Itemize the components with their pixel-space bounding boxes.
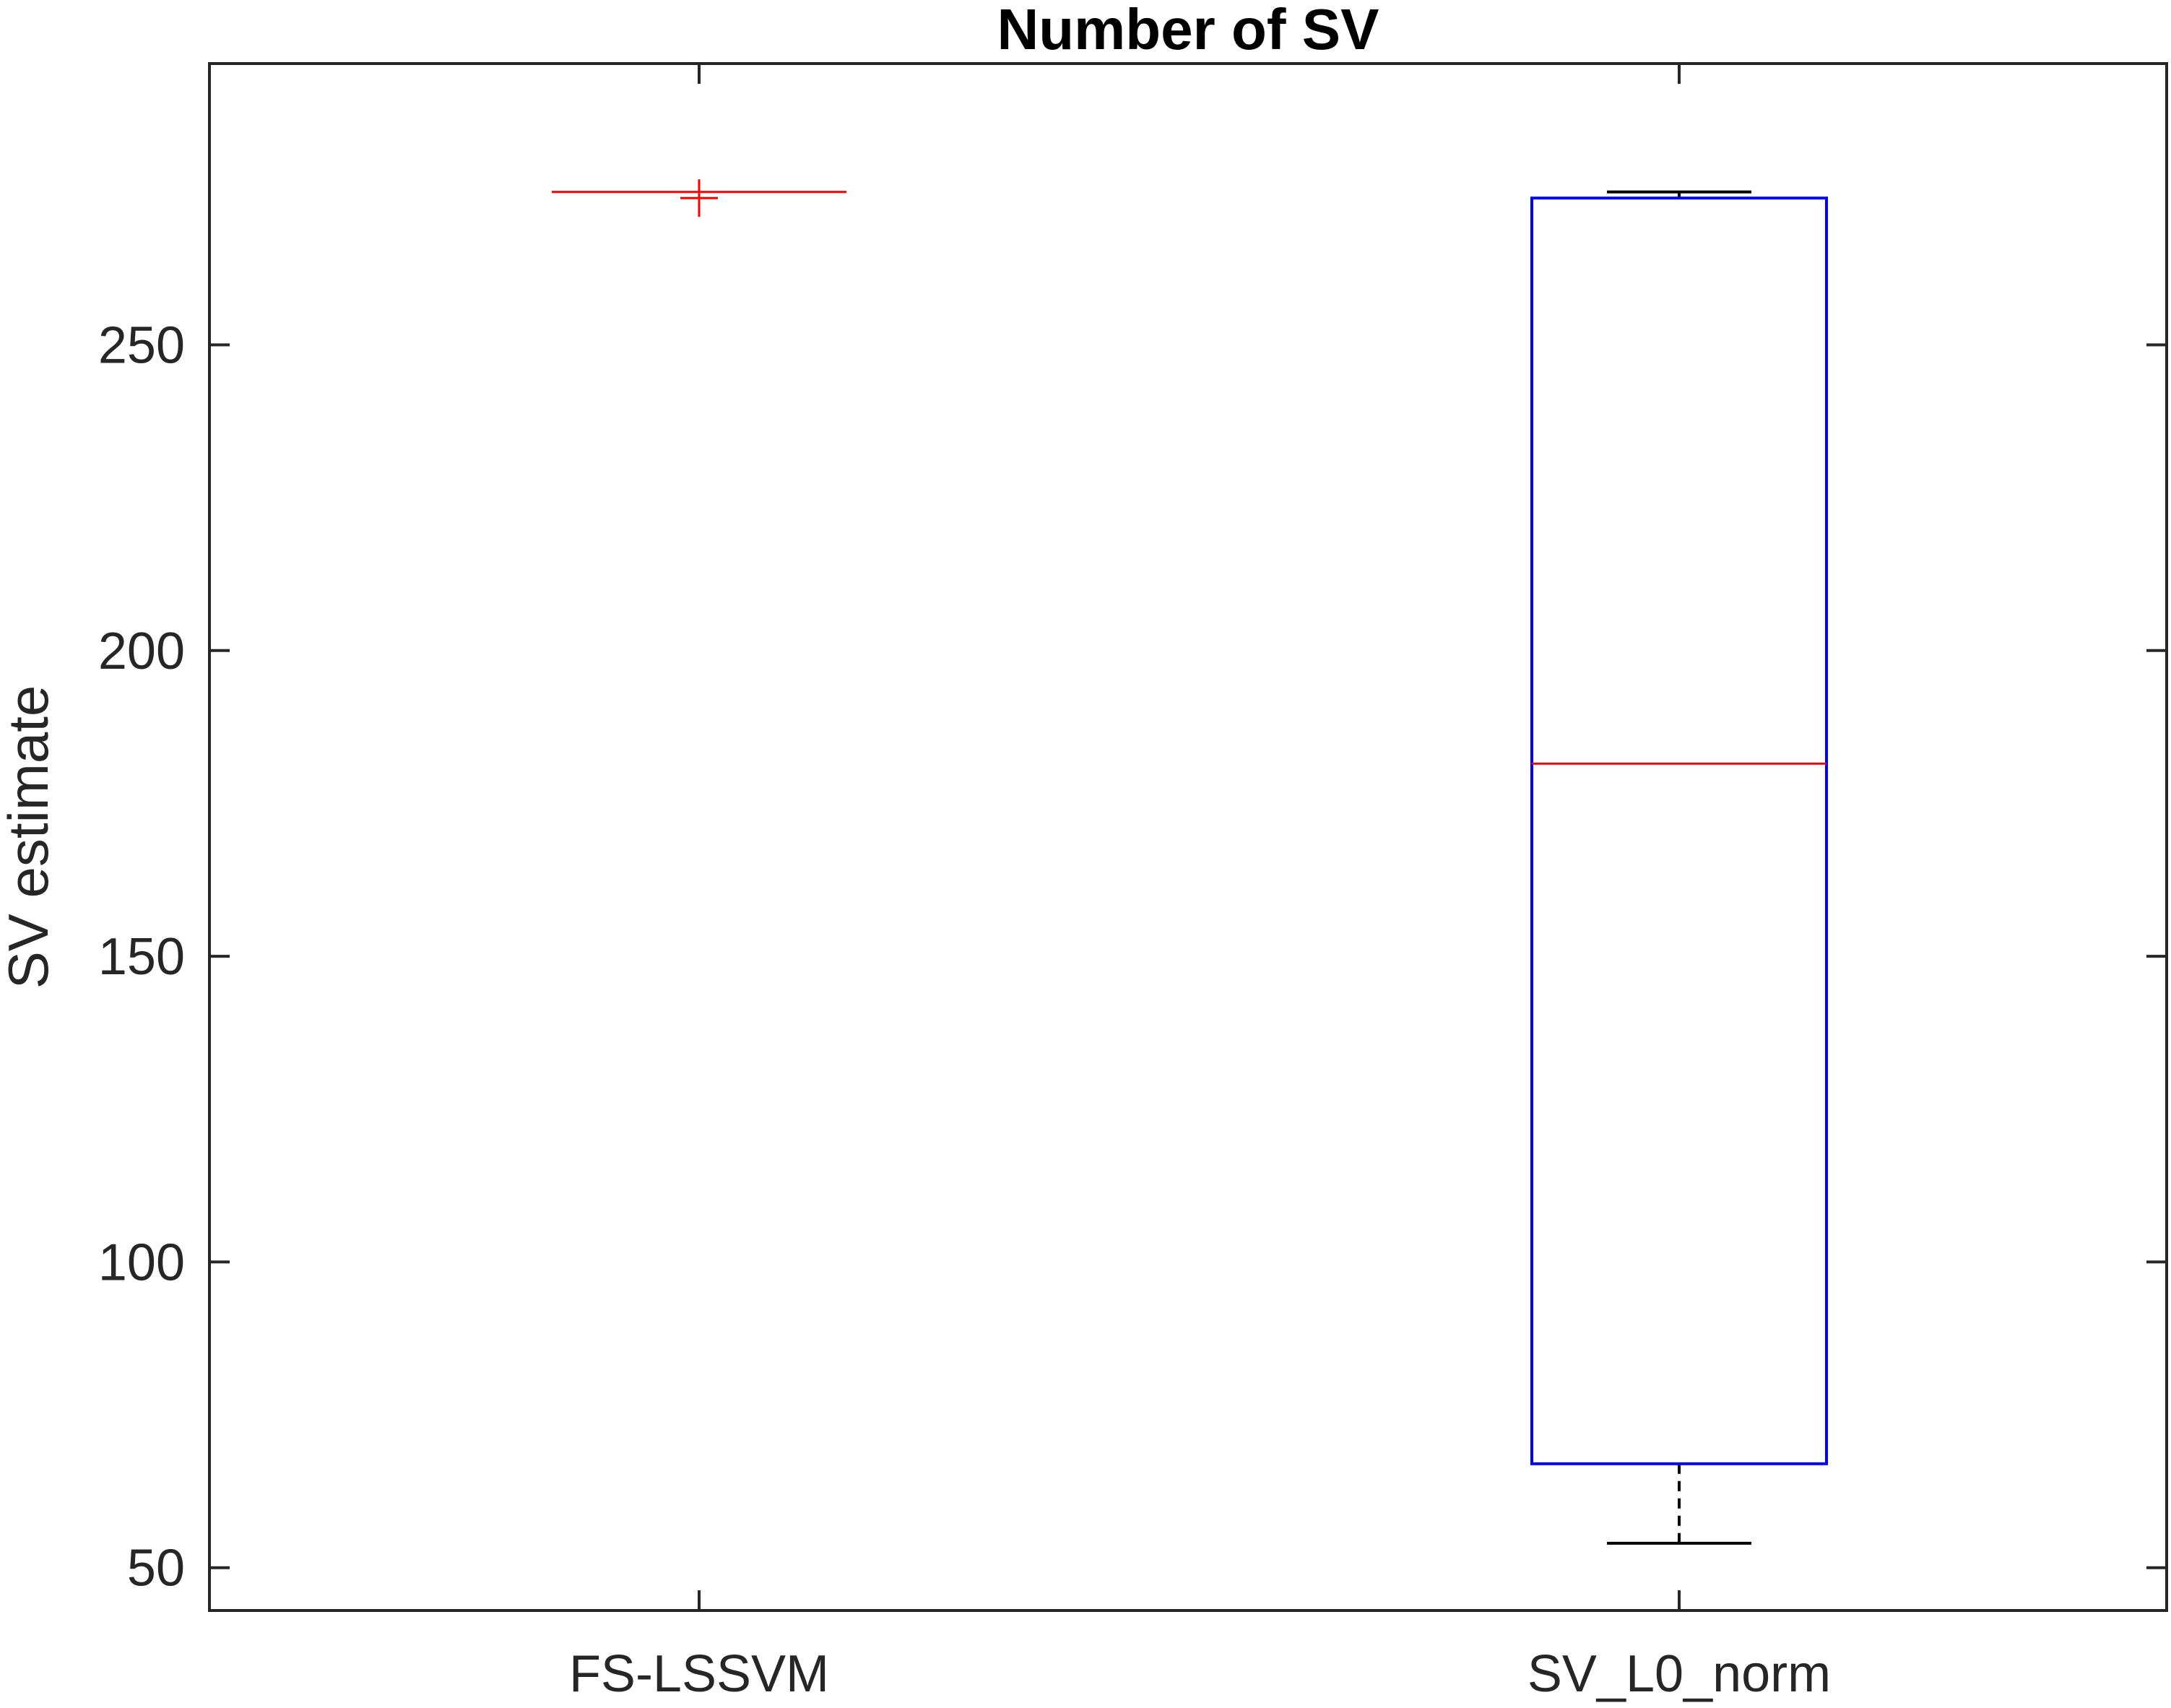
y-axis-label: SV estimate (0, 685, 60, 989)
x-tick-label-0: FS-LSSVM (569, 1645, 829, 1703)
box-1 (1530, 190, 1828, 1545)
box-0 (552, 179, 846, 217)
y-tick-label-100: 100 (98, 1234, 185, 1291)
y-tick-label-150: 150 (98, 928, 185, 986)
plot-frame-group (208, 62, 2168, 1612)
axis-ticks-group: 50 100 150 200 250 FS-LSSVM SV_L0_norm (98, 64, 2167, 1703)
y-tick-label-250: 250 (98, 316, 185, 374)
boxes-group (552, 179, 1828, 1545)
x-tick-label-1: SV_L0_norm (1528, 1645, 1831, 1703)
chart-title: Number of SV (997, 0, 1379, 61)
plot-frame (208, 62, 2168, 1612)
y-tick-label-200: 200 (98, 623, 185, 680)
y-tick-label-50: 50 (127, 1540, 185, 1598)
box-rect-1 (1530, 196, 1828, 1465)
